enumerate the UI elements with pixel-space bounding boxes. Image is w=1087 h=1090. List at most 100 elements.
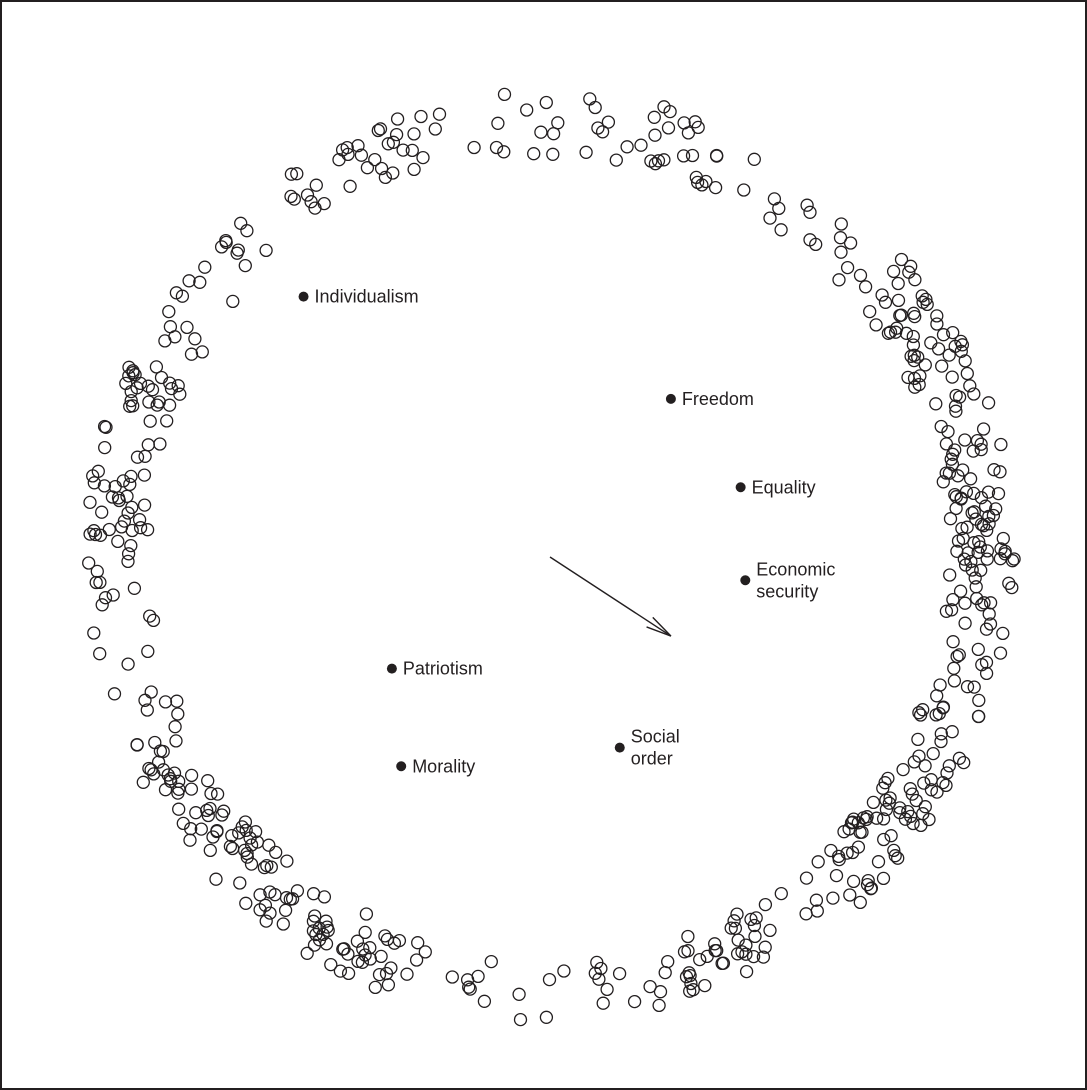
respondent-point: [943, 568, 957, 582]
respondent-point: [180, 320, 194, 335]
respondent-point: [491, 116, 505, 130]
respondent-point: [1007, 552, 1021, 566]
respondent-point: [756, 950, 771, 964]
respondent-point: [996, 531, 1010, 546]
respondent-point: [253, 888, 267, 902]
respondent-point: [204, 786, 218, 801]
respondent-point: [683, 968, 697, 983]
respondent-point: [386, 166, 400, 180]
respondent-point: [894, 252, 909, 267]
respondent-point: [914, 818, 928, 833]
respondent-point: [690, 175, 705, 190]
respondent-point: [285, 892, 300, 906]
respondent-point: [955, 338, 970, 352]
respondent-point: [233, 876, 247, 890]
respondent-point: [943, 512, 958, 526]
respondent-point: [967, 387, 981, 401]
respondent-point: [351, 139, 365, 153]
respondent-point: [138, 449, 152, 463]
respondent-point: [942, 348, 956, 362]
respondent-point: [551, 116, 565, 130]
respondent-point: [627, 994, 642, 1009]
respondent-point: [903, 809, 918, 824]
respondent-point: [799, 907, 813, 921]
respondent-point: [142, 395, 156, 409]
respondent-point: [512, 987, 526, 1001]
respondent-point: [144, 763, 158, 777]
respondent-point: [97, 479, 112, 493]
respondent-point: [105, 490, 120, 504]
respondent-point: [681, 126, 696, 140]
respondent-point: [724, 921, 738, 935]
respondent-point: [940, 766, 954, 780]
respondent-point: [239, 896, 253, 910]
respondent-point: [194, 822, 208, 836]
respondent-point: [876, 812, 891, 826]
respondent-point: [154, 370, 169, 385]
respondent-point: [881, 326, 896, 340]
respondent-point: [916, 703, 930, 717]
respondent-point: [964, 554, 978, 569]
respondent-point: [708, 943, 722, 958]
respondent-point: [93, 528, 108, 542]
respondent-point: [871, 855, 886, 869]
respondent-point: [840, 260, 855, 275]
respondent-point: [169, 734, 183, 748]
respondent-point: [83, 527, 97, 541]
respondent-point: [232, 826, 246, 840]
respondent-point: [911, 350, 925, 364]
respondent-point: [389, 127, 404, 142]
respondent-point: [120, 489, 134, 503]
respondent-point: [106, 588, 120, 602]
respondent-point: [935, 359, 949, 373]
respondent-point: [767, 192, 782, 206]
respondent-point: [102, 522, 116, 537]
respondent-point: [946, 447, 960, 461]
respondent-point: [803, 205, 817, 219]
respondent-point: [163, 320, 178, 334]
respondent-point: [653, 985, 668, 999]
respondent-point: [858, 280, 873, 294]
value-point-patriotism: Patriotism: [386, 659, 483, 679]
respondent-point: [368, 980, 382, 995]
respondent-point: [184, 347, 199, 361]
respondent-point: [934, 419, 948, 434]
respondent-point: [147, 767, 161, 781]
respondent-point: [594, 961, 608, 976]
respondent-point: [121, 547, 136, 561]
respondent-point: [731, 933, 745, 947]
respondent-point: [956, 531, 970, 546]
respondent-point: [259, 914, 273, 928]
respondent-point: [158, 783, 173, 797]
respondent-point: [957, 755, 971, 770]
respondent-point: [306, 914, 321, 928]
respondent-point: [658, 965, 672, 980]
respondent-point: [182, 274, 196, 288]
respondent-point: [846, 874, 861, 889]
respondent-point: [161, 768, 175, 782]
respondent-point: [661, 121, 676, 135]
respondent-point: [343, 179, 357, 193]
respondent-point: [899, 326, 914, 340]
respondent-point: [947, 674, 962, 688]
value-label: Morality: [412, 756, 475, 776]
respondent-point: [934, 727, 948, 741]
respondent-point: [891, 276, 905, 291]
respondent-point: [905, 787, 919, 801]
respondent-point: [686, 983, 700, 997]
respondent-point: [471, 969, 485, 984]
respondent-point: [648, 128, 662, 142]
respondent-point: [143, 414, 157, 428]
respondent-point: [188, 332, 202, 346]
respondent-point: [735, 945, 749, 959]
respondent-point: [684, 976, 698, 991]
respondent-point: [944, 603, 959, 617]
respondent-point: [83, 495, 97, 510]
respondent-point: [167, 766, 182, 780]
respondent-point: [891, 293, 906, 308]
respondent-point: [240, 846, 254, 861]
respondent-point: [698, 978, 712, 993]
respondent-point: [193, 275, 207, 289]
respondent-point: [877, 832, 891, 847]
